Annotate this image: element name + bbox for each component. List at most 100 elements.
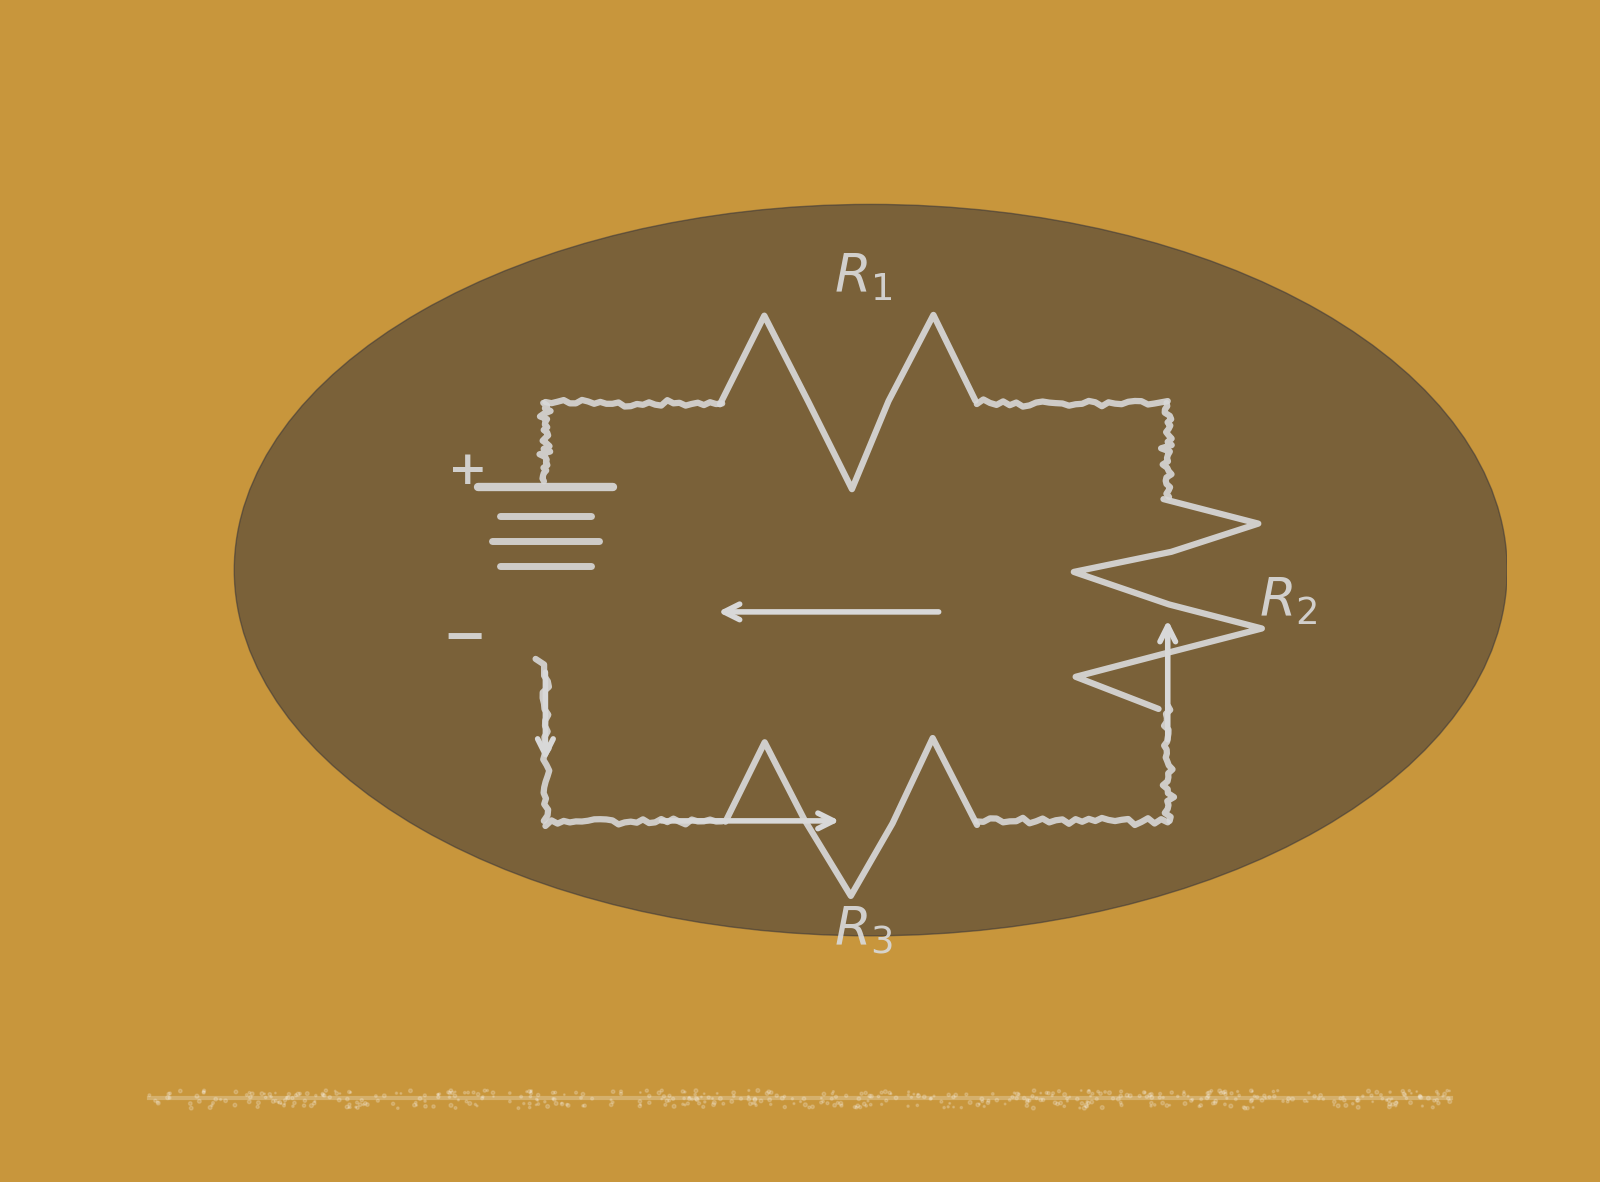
Point: [274, 1089, 299, 1108]
Point: [792, 1096, 818, 1115]
Point: [277, 1085, 302, 1104]
Point: [1078, 1086, 1104, 1105]
Point: [1384, 1093, 1410, 1112]
Point: [1106, 1090, 1131, 1109]
Point: [1150, 1087, 1176, 1106]
Point: [1219, 1084, 1245, 1103]
Point: [146, 1093, 171, 1112]
Point: [912, 1087, 938, 1106]
Point: [347, 1096, 373, 1115]
Point: [570, 1097, 595, 1116]
Point: [936, 1085, 962, 1104]
Point: [555, 1096, 581, 1115]
Point: [518, 1084, 544, 1103]
Point: [549, 1093, 574, 1112]
Point: [168, 1082, 194, 1100]
Point: [1069, 1082, 1094, 1100]
Point: [1016, 1091, 1042, 1110]
Point: [421, 1097, 446, 1116]
Point: [563, 1083, 589, 1102]
Point: [509, 1087, 534, 1106]
Point: [1392, 1084, 1418, 1103]
Point: [1253, 1089, 1278, 1108]
Point: [1398, 1084, 1424, 1103]
Point: [736, 1087, 762, 1106]
Point: [1333, 1096, 1358, 1115]
Text: $R_2$: $R_2$: [1259, 576, 1317, 628]
Point: [1030, 1091, 1056, 1110]
Point: [426, 1085, 451, 1104]
Point: [949, 1098, 974, 1117]
Point: [746, 1082, 771, 1100]
Point: [363, 1086, 389, 1105]
Point: [1206, 1082, 1232, 1100]
Point: [872, 1083, 898, 1102]
Point: [1406, 1086, 1432, 1105]
Point: [192, 1082, 218, 1100]
Point: [1197, 1084, 1222, 1103]
Point: [1307, 1086, 1333, 1105]
Point: [1011, 1089, 1037, 1108]
Point: [438, 1082, 464, 1100]
Point: [851, 1095, 877, 1113]
Point: [1074, 1092, 1099, 1111]
Point: [728, 1090, 754, 1109]
Point: [222, 1096, 248, 1115]
Point: [742, 1091, 768, 1110]
Point: [240, 1084, 266, 1103]
Point: [808, 1089, 834, 1108]
Point: [1133, 1083, 1158, 1102]
Point: [190, 1083, 216, 1102]
Point: [310, 1085, 336, 1104]
Point: [1408, 1087, 1434, 1106]
Point: [1360, 1092, 1386, 1111]
Point: [1437, 1092, 1462, 1111]
Point: [570, 1085, 595, 1104]
Point: [1005, 1085, 1030, 1104]
Point: [427, 1085, 453, 1104]
Point: [1232, 1099, 1258, 1118]
Point: [1085, 1083, 1110, 1102]
Point: [790, 1090, 816, 1109]
Point: [413, 1086, 438, 1105]
Point: [1054, 1089, 1080, 1108]
Point: [1138, 1085, 1163, 1104]
Point: [426, 1085, 451, 1104]
Point: [928, 1092, 954, 1111]
Point: [834, 1086, 859, 1105]
Point: [1083, 1090, 1109, 1109]
Point: [1238, 1092, 1264, 1111]
Point: [1195, 1084, 1221, 1103]
Point: [699, 1089, 725, 1108]
Point: [1107, 1093, 1133, 1112]
Point: [1117, 1086, 1142, 1105]
Point: [970, 1092, 995, 1111]
Text: +: +: [448, 448, 488, 494]
Point: [829, 1093, 854, 1112]
Point: [498, 1092, 523, 1111]
Point: [997, 1091, 1022, 1110]
Point: [310, 1084, 336, 1103]
Point: [650, 1090, 675, 1109]
Point: [190, 1083, 216, 1102]
Point: [677, 1090, 702, 1109]
Point: [262, 1084, 288, 1103]
Point: [571, 1096, 597, 1115]
Point: [552, 1085, 578, 1104]
Point: [413, 1092, 438, 1111]
Point: [941, 1098, 966, 1117]
Point: [442, 1086, 467, 1105]
Point: [1226, 1086, 1251, 1105]
Point: [819, 1090, 845, 1109]
Point: [440, 1083, 466, 1102]
Point: [858, 1086, 883, 1105]
Point: [272, 1096, 298, 1115]
Point: [237, 1092, 262, 1111]
Point: [302, 1092, 328, 1111]
Point: [438, 1096, 464, 1115]
Point: [258, 1087, 283, 1106]
Point: [691, 1097, 717, 1116]
Point: [653, 1096, 678, 1115]
Point: [1213, 1085, 1238, 1104]
Point: [286, 1084, 312, 1103]
